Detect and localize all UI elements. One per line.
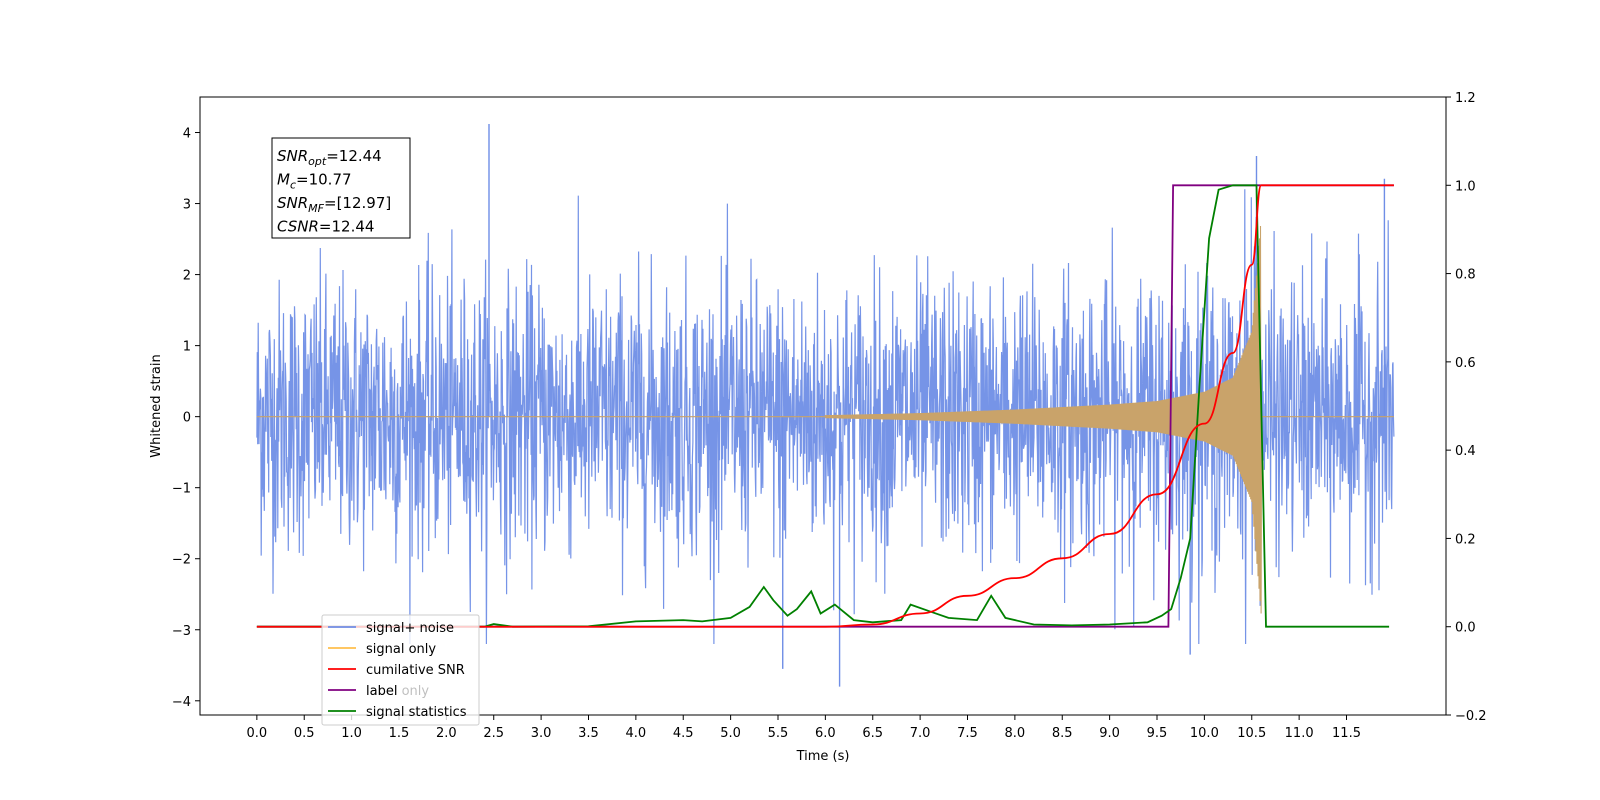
plot-frame xyxy=(199,96,1447,716)
legend-entry: signal only xyxy=(366,642,436,657)
legend-overlap-text: label only xyxy=(366,684,429,699)
x-tick-label: 3.5 xyxy=(578,726,599,741)
x-tick-label: 2.0 xyxy=(436,726,457,741)
annotation-line: SNRMF=[12.97] xyxy=(277,194,391,215)
x-tick-label: 0.0 xyxy=(247,726,268,741)
y2-tick-label: 1.0 xyxy=(1455,179,1476,194)
y-tick-label: 0 xyxy=(183,411,191,426)
x-axis: 0.0 0.5 1.0 1.5 2.0 2.5 3.0 3.5 4.0 4.5 5.0 5.5 6.0 6… xyxy=(247,715,1361,741)
y2-tick-label: 1.2 xyxy=(1455,91,1476,106)
x-tick-label: 0.5 xyxy=(294,726,315,741)
x-tick-label: 2.5 xyxy=(483,726,504,741)
series-signal-only xyxy=(256,225,1394,614)
x-axis-label: Time (s) xyxy=(796,749,850,764)
x-tick-label: 5.0 xyxy=(720,726,741,741)
x-tick-label: 11.5 xyxy=(1332,726,1361,741)
y-axis-right: 1.2 1.0 0.8 0.6 0.4 0.2 0.0 −0.2 xyxy=(1446,91,1487,724)
x-tick-label: 4.0 xyxy=(626,726,647,741)
x-tick-label: 1.5 xyxy=(389,726,410,741)
legend-entry: signal+ noise xyxy=(366,621,454,636)
y2-tick-label: 0.2 xyxy=(1455,532,1476,547)
y2-tick-label: 0.0 xyxy=(1455,621,1476,636)
series-signal-statistics xyxy=(256,184,1390,628)
x-tick-label: 10.0 xyxy=(1190,726,1219,741)
x-tick-label: 9.5 xyxy=(1147,726,1168,741)
x-tick-label: 7.5 xyxy=(957,726,978,741)
x-tick-label: 1.0 xyxy=(341,726,362,741)
annotation-line: SNRopt=12.44 xyxy=(277,147,382,168)
y2-tick-label: 0.4 xyxy=(1455,444,1476,459)
annotation-frame xyxy=(271,137,411,239)
y-tick-label: 3 xyxy=(183,198,191,213)
y-axis-label: Whitened strain xyxy=(149,354,164,457)
annotation-line: CSNR=12.44 xyxy=(277,218,374,236)
y-tick-label: −3 xyxy=(172,624,191,639)
legend-entry: signal statistics xyxy=(366,705,467,720)
y-tick-label: −4 xyxy=(172,695,191,710)
legend-entry: cumilative SNR xyxy=(366,663,465,678)
legend: signal+ noise signal only cumilative SNR la… xyxy=(321,614,480,726)
legend-entry: label xyxy=(366,684,397,699)
y2-tick-label: 0.8 xyxy=(1455,268,1476,283)
x-tick-label: 11.0 xyxy=(1285,726,1314,741)
x-tick-label: 8.5 xyxy=(1052,726,1073,741)
y2-tick-label: 0.6 xyxy=(1455,356,1476,371)
annotation-line: Mc=10.77 xyxy=(277,171,352,192)
x-tick-label: 4.5 xyxy=(673,726,694,741)
legend-frame xyxy=(321,614,480,726)
x-tick-label: 10.5 xyxy=(1237,726,1266,741)
x-tick-label: 6.5 xyxy=(862,726,883,741)
x-tick-label: 5.5 xyxy=(768,726,789,741)
y-tick-label: 2 xyxy=(183,269,191,284)
x-tick-label: 6.0 xyxy=(815,726,836,741)
y-tick-label: −1 xyxy=(172,482,191,497)
y-tick-label: 4 xyxy=(183,127,191,142)
x-tick-label: 8.0 xyxy=(1005,726,1026,741)
x-tick-label: 3.0 xyxy=(531,726,552,741)
y-tick-label: −2 xyxy=(172,553,191,568)
y-axis-left: 4 3 2 1 0 −1 −2 −3 −4 xyxy=(172,127,200,710)
x-tick-label: 9.0 xyxy=(1099,726,1120,741)
y2-tick-label: −0.2 xyxy=(1455,709,1487,724)
series-cumulative-snr xyxy=(256,184,1394,628)
y-tick-label: 1 xyxy=(183,340,191,355)
series-layer xyxy=(256,123,1395,687)
x-tick-label: 7.0 xyxy=(910,726,931,741)
